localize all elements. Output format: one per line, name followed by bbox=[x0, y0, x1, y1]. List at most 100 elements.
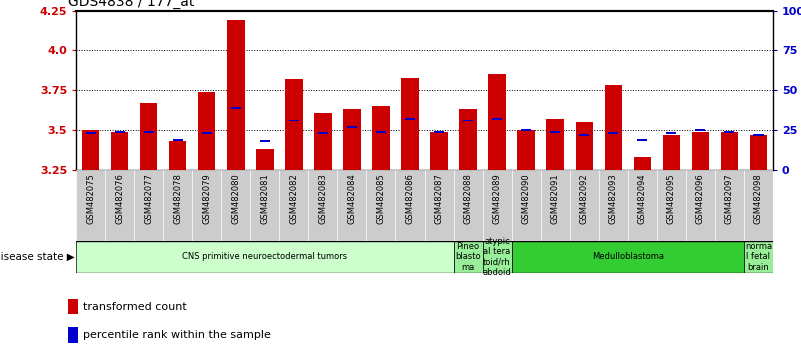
Bar bbox=[521, 129, 531, 131]
Text: GSM482097: GSM482097 bbox=[725, 173, 734, 224]
Bar bbox=[86, 132, 95, 134]
Text: Pineo
blasto
ma: Pineo blasto ma bbox=[455, 242, 481, 272]
Text: norma
l fetal
brain: norma l fetal brain bbox=[745, 242, 772, 272]
Bar bbox=[628, 170, 657, 241]
Bar bbox=[169, 141, 187, 170]
Text: Medulloblastoma: Medulloblastoma bbox=[592, 252, 664, 261]
Bar bbox=[721, 132, 739, 170]
Bar bbox=[396, 170, 425, 241]
Bar bbox=[82, 130, 99, 170]
Text: GSM482089: GSM482089 bbox=[493, 173, 501, 224]
Bar bbox=[285, 79, 303, 170]
Bar bbox=[250, 170, 280, 241]
Bar bbox=[337, 170, 366, 241]
Bar bbox=[318, 132, 328, 134]
Text: GSM482075: GSM482075 bbox=[87, 173, 95, 224]
Bar bbox=[744, 241, 773, 273]
Text: GSM482085: GSM482085 bbox=[376, 173, 385, 224]
Bar bbox=[482, 170, 512, 241]
Bar bbox=[570, 170, 598, 241]
Bar bbox=[512, 170, 541, 241]
Bar bbox=[550, 131, 560, 133]
Bar bbox=[347, 126, 357, 128]
Bar bbox=[482, 241, 512, 273]
Bar bbox=[343, 109, 360, 170]
Bar bbox=[376, 131, 386, 133]
Text: percentile rank within the sample: percentile rank within the sample bbox=[83, 330, 272, 339]
Text: GSM482077: GSM482077 bbox=[144, 173, 153, 224]
Bar bbox=[192, 170, 221, 241]
Bar bbox=[280, 170, 308, 241]
Bar bbox=[221, 170, 250, 241]
Bar bbox=[76, 170, 105, 241]
Bar bbox=[76, 241, 453, 273]
Bar bbox=[575, 122, 593, 170]
Text: GDS4838 / 177_at: GDS4838 / 177_at bbox=[68, 0, 195, 9]
Bar bbox=[463, 120, 473, 121]
Bar bbox=[314, 113, 332, 170]
Bar bbox=[227, 20, 244, 170]
Bar bbox=[425, 170, 453, 241]
Text: GSM482094: GSM482094 bbox=[638, 173, 646, 224]
Bar bbox=[724, 131, 735, 133]
Bar bbox=[579, 134, 590, 136]
Bar bbox=[541, 170, 570, 241]
Text: GSM482082: GSM482082 bbox=[289, 173, 298, 224]
Bar bbox=[289, 120, 299, 121]
Text: GSM482098: GSM482098 bbox=[754, 173, 763, 224]
Bar bbox=[434, 131, 444, 133]
Text: GSM482088: GSM482088 bbox=[464, 173, 473, 224]
Text: transformed count: transformed count bbox=[83, 302, 187, 312]
Text: GSM482076: GSM482076 bbox=[115, 173, 124, 224]
Bar bbox=[691, 132, 709, 170]
Text: CNS primitive neuroectodermal tumors: CNS primitive neuroectodermal tumors bbox=[183, 252, 348, 261]
Text: GSM482083: GSM482083 bbox=[319, 173, 328, 224]
Bar bbox=[605, 85, 622, 170]
Bar bbox=[638, 139, 647, 141]
Text: GSM482079: GSM482079 bbox=[203, 173, 211, 224]
Bar bbox=[517, 130, 535, 170]
Text: disease state ▶: disease state ▶ bbox=[0, 252, 74, 262]
Bar bbox=[453, 241, 482, 273]
Text: GSM482096: GSM482096 bbox=[696, 173, 705, 224]
Bar bbox=[260, 140, 270, 142]
Bar bbox=[134, 170, 163, 241]
Bar bbox=[744, 170, 773, 241]
Bar bbox=[115, 131, 125, 133]
Bar bbox=[453, 170, 482, 241]
Bar bbox=[372, 106, 389, 170]
Text: GSM482081: GSM482081 bbox=[260, 173, 269, 224]
Bar bbox=[750, 135, 767, 170]
Bar bbox=[459, 109, 477, 170]
Bar bbox=[366, 170, 396, 241]
Bar bbox=[598, 170, 628, 241]
Bar bbox=[401, 78, 419, 170]
Bar bbox=[662, 135, 680, 170]
Bar bbox=[143, 131, 154, 133]
Bar bbox=[105, 170, 134, 241]
Text: GSM482092: GSM482092 bbox=[580, 173, 589, 224]
Bar bbox=[198, 92, 215, 170]
Bar bbox=[405, 118, 415, 120]
Bar bbox=[634, 157, 651, 170]
Bar bbox=[163, 170, 192, 241]
Text: GSM482087: GSM482087 bbox=[435, 173, 444, 224]
Bar bbox=[695, 129, 706, 131]
Bar bbox=[430, 132, 448, 170]
Bar bbox=[608, 132, 618, 134]
Bar bbox=[657, 170, 686, 241]
Bar bbox=[308, 170, 337, 241]
Bar bbox=[666, 132, 676, 134]
Text: GSM482090: GSM482090 bbox=[521, 173, 530, 224]
Bar bbox=[68, 298, 78, 314]
Bar bbox=[686, 170, 714, 241]
Bar bbox=[231, 107, 241, 109]
Text: GSM482078: GSM482078 bbox=[173, 173, 182, 224]
Text: atypic
al tera
toid/rh
abdoid: atypic al tera toid/rh abdoid bbox=[483, 236, 512, 277]
Text: GSM482084: GSM482084 bbox=[348, 173, 356, 224]
Bar bbox=[202, 132, 211, 134]
Bar bbox=[111, 132, 128, 170]
Bar bbox=[492, 118, 502, 120]
Bar bbox=[754, 134, 763, 136]
Bar bbox=[546, 119, 564, 170]
